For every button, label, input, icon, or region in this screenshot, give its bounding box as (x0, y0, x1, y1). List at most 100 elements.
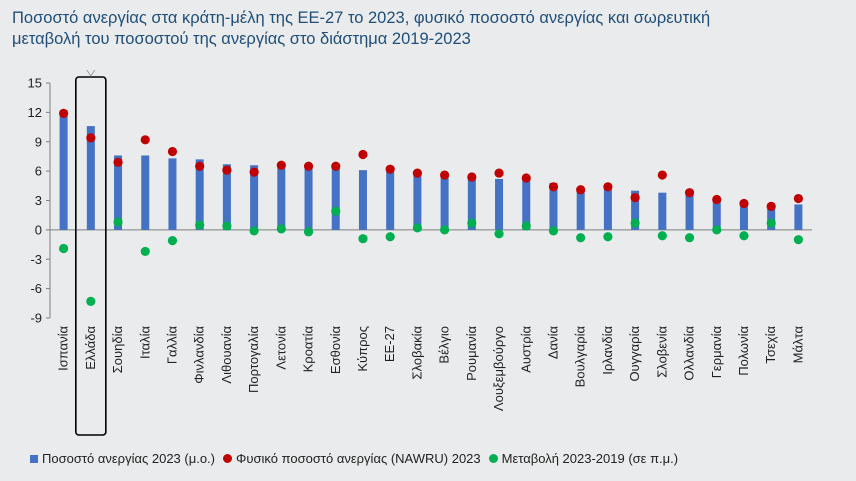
dot-change (603, 232, 613, 242)
x-category-label: Ουγγαρία (627, 326, 642, 382)
dot-change (521, 221, 531, 231)
bar-unemployment (304, 168, 313, 230)
y-tick-label: -9 (30, 311, 42, 326)
y-tick-label: -3 (30, 252, 42, 267)
x-category-label: Γερμανία (709, 326, 724, 379)
dot-change (59, 243, 69, 254)
y-tick-label: 12 (28, 105, 42, 120)
legend-bar-swatch (30, 454, 38, 463)
dot-change (222, 221, 232, 231)
x-category-label: Τσεχία (763, 326, 778, 364)
dot-nawru (521, 173, 531, 183)
dot-change (712, 225, 722, 235)
highlight-marker (86, 69, 96, 77)
bar-unemployment (576, 188, 585, 230)
x-category-label: Ρουμανία (464, 326, 479, 381)
bar-unemployment (86, 126, 95, 230)
bar-unemployment (222, 164, 231, 230)
bar-unemployment (413, 173, 422, 230)
highlight-box (75, 76, 107, 436)
x-category-label: Λουξεμβούργο (491, 326, 506, 411)
dot-nawru (603, 182, 613, 192)
legend-item-change: Μεταβολή 2023-2019 (σε π.μ.) (488, 451, 679, 466)
y-tick-label: 3 (35, 193, 42, 208)
dot-nawru (412, 168, 422, 178)
dot-nawru (494, 168, 504, 178)
legend-label-change: Μεταβολή 2023-2019 (σε π.μ.) (501, 451, 679, 466)
dot-nawru (276, 160, 286, 170)
legend-red-dot-swatch (223, 454, 232, 463)
dot-change (412, 223, 422, 233)
dot-nawru (630, 192, 640, 203)
dot-nawru (576, 185, 586, 195)
bar-unemployment (603, 187, 612, 230)
dot-change (548, 226, 559, 236)
legend-item-unemployment: Ποσοστό ανεργίας 2023 (μ.ο.) (30, 451, 215, 466)
dot-change (576, 233, 586, 243)
dot-change (113, 217, 123, 227)
dot-change (140, 246, 150, 257)
bar-unemployment (549, 182, 558, 230)
dot-nawru (712, 194, 722, 205)
dot-nawru (249, 167, 259, 177)
x-category-label: Ισπανία (56, 326, 71, 371)
chart-title: Ποσοστό ανεργίας στα κράτη-μέλη της ΕΕ-2… (12, 8, 842, 50)
bar-unemployment (712, 199, 721, 230)
dot-change (385, 232, 395, 242)
dot-nawru (467, 172, 477, 182)
dot-change (331, 206, 341, 216)
dot-change (739, 231, 749, 241)
bar-unemployment (467, 176, 476, 230)
bar-unemployment (386, 171, 395, 230)
x-category-label: Βουλγαρία (573, 326, 588, 388)
dot-nawru (793, 193, 803, 204)
x-category-label: Βέλγιο (437, 326, 452, 364)
x-category-label: Πορτογαλία (246, 326, 261, 393)
bar-unemployment (522, 179, 531, 230)
dot-nawru (358, 149, 368, 160)
dot-change (766, 218, 776, 228)
dot-nawru (331, 161, 341, 171)
x-category-label: Ελλάδα (83, 326, 98, 370)
dot-nawru (86, 133, 96, 143)
bar-unemployment (168, 158, 177, 230)
bar-unemployment (495, 178, 504, 230)
bar-unemployment (250, 165, 259, 230)
x-category-label: Κύπρος (355, 326, 370, 372)
bar-unemployment (739, 202, 748, 230)
bar-unemployment (794, 204, 803, 230)
y-tick-label: 15 (28, 76, 42, 91)
bar-unemployment (114, 155, 123, 230)
dot-nawru (739, 198, 749, 209)
y-tick-label: 9 (35, 134, 42, 149)
dot-change (276, 224, 286, 234)
x-category-label: Δανία (545, 326, 560, 360)
dot-nawru (548, 182, 559, 192)
chart-title-line-1: Ποσοστό ανεργίας στα κράτη-μέλη της ΕΕ-2… (12, 9, 711, 27)
x-category-label: Σλοβενία (654, 326, 669, 378)
legend-label-unemployment: Ποσοστό ανεργίας 2023 (μ.ο.) (42, 451, 215, 466)
bar-unemployment (277, 166, 286, 230)
bar-unemployment (331, 168, 340, 230)
x-category-label: Ολλανδία (682, 326, 697, 381)
x-category-label: ΕΕ-27 (382, 326, 397, 362)
dot-nawru (303, 161, 314, 171)
dot-nawru (766, 201, 776, 211)
x-category-label: Γαλλία (164, 326, 179, 365)
dot-nawru (195, 161, 205, 171)
x-category-label: Αυστρία (518, 326, 533, 373)
dot-nawru (440, 170, 450, 180)
bar-unemployment (141, 155, 150, 230)
legend-green-dot-swatch (488, 454, 498, 463)
legend-label-nawru: Φυσικό ποσοστό ανεργίας (NAWRU) 2023 (236, 451, 481, 466)
dot-nawru (59, 108, 69, 118)
bar-unemployment (631, 190, 640, 230)
dot-nawru (222, 165, 232, 175)
dot-nawru (684, 188, 695, 198)
x-category-label: Ιρλανδία (600, 326, 615, 375)
dot-change (440, 225, 450, 235)
bar-unemployment (685, 194, 694, 230)
dot-change (684, 233, 695, 243)
chart-title-line-2: μεταβολή του ποσοστού της ανεργίας στο δ… (12, 30, 471, 48)
